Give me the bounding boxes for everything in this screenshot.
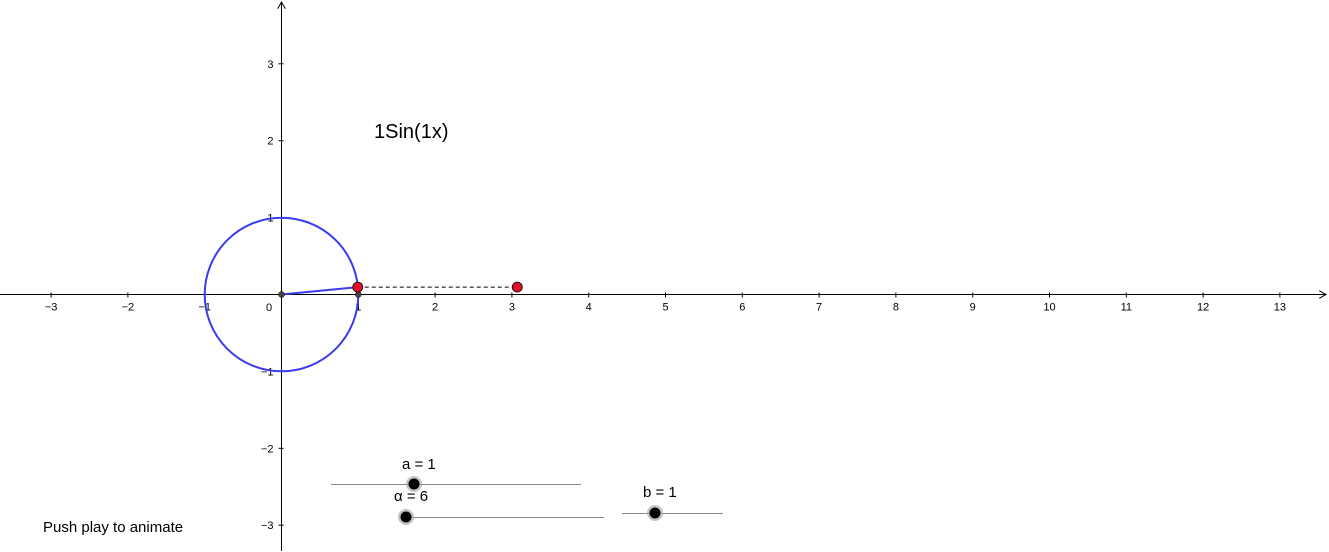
x-tick-label: 13 bbox=[1274, 302, 1286, 314]
sine-point[interactable] bbox=[511, 281, 523, 293]
y-tick-label: 3 bbox=[267, 59, 273, 71]
slider-alpha-handle-core[interactable] bbox=[400, 511, 412, 523]
x-tick-label: 11 bbox=[1121, 302, 1132, 314]
y-tick-label: −3 bbox=[261, 520, 274, 532]
x-tick-label: 10 bbox=[1043, 302, 1055, 314]
function-label: 1Sin(1x) bbox=[374, 121, 448, 143]
x-tick-label: 1 bbox=[355, 302, 361, 314]
radius-segment[interactable] bbox=[281, 286, 358, 296]
origin-point[interactable] bbox=[278, 291, 285, 298]
slider-b[interactable]: b = 1 bbox=[622, 484, 723, 521]
x-tick-label: 8 bbox=[893, 302, 899, 314]
slider-alpha[interactable]: α = 6 bbox=[394, 488, 604, 525]
x-tick-label: 7 bbox=[816, 302, 822, 314]
slider-a-label: a = 1 bbox=[402, 456, 436, 473]
x-tick-label: 6 bbox=[739, 302, 745, 314]
x-axis-ticks: −3 −2 −1 1 2 3 4 5 6 7 8 9 10 11 12 13 bbox=[45, 292, 1286, 314]
x-tick-label: 2 bbox=[432, 302, 438, 314]
x-tick-label: −2 bbox=[122, 302, 135, 314]
x-tick-label: 9 bbox=[970, 302, 976, 314]
x-tick-label: 12 bbox=[1197, 302, 1209, 314]
origin-label: 0 bbox=[266, 302, 272, 314]
circle-point[interactable] bbox=[352, 281, 364, 293]
x-tick-label: −1 bbox=[198, 302, 211, 314]
x-tick-label: 3 bbox=[509, 302, 515, 314]
slider-b-handle-core[interactable] bbox=[649, 507, 661, 519]
slider-a[interactable]: a = 1 bbox=[331, 456, 581, 492]
slider-b-label: b = 1 bbox=[643, 484, 677, 501]
y-tick-label: −2 bbox=[261, 443, 274, 455]
animate-caption: Push play to animate bbox=[43, 519, 184, 536]
x-tick-label: −3 bbox=[45, 302, 58, 314]
slider-a-handle-core[interactable] bbox=[408, 478, 420, 490]
y-tick-label: 2 bbox=[267, 136, 273, 148]
x-tick-label: 4 bbox=[586, 302, 592, 314]
slider-alpha-label: α = 6 bbox=[394, 488, 428, 505]
x-tick-label: 5 bbox=[662, 302, 668, 314]
